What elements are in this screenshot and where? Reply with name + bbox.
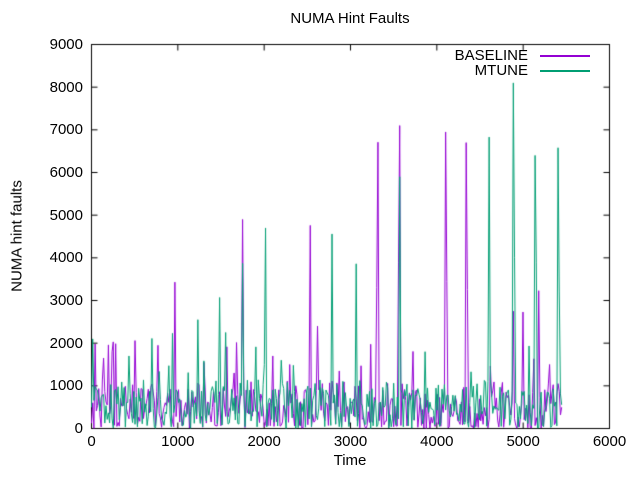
x-tick-label: 6000	[592, 433, 627, 450]
y-tick-label: 2000	[49, 334, 83, 352]
x-tick-label: 1000	[161, 433, 195, 450]
x-tick-label: 2000	[247, 433, 281, 450]
mtune-line-sample	[540, 69, 590, 72]
baseline-line-sample	[540, 54, 590, 57]
x-tick-label: 4000	[420, 433, 454, 450]
x-tick-label: 3000	[333, 433, 368, 450]
legend-entry-baseline: BASELINE	[0, 48, 590, 63]
x-tick-label: 5000	[506, 433, 540, 450]
y-tick-label: 9000	[49, 36, 83, 53]
y-tick-label: 8000	[49, 78, 83, 96]
x-axis-title: Time	[333, 452, 367, 469]
y-axis-title: NUMA hint faults	[8, 180, 26, 292]
y-tick-label: 3000	[49, 292, 83, 309]
y-tick-label: 0	[74, 420, 83, 437]
legend-label-baseline: BASELINE	[454, 47, 528, 64]
chart-title: NUMA Hint Faults	[290, 10, 410, 27]
legend-entry-mtune: MTUNE	[0, 63, 590, 78]
legend: BASELINE MTUNE	[0, 48, 590, 78]
x-tick-label: 0	[87, 433, 96, 450]
y-tick-label: 4000	[49, 249, 83, 267]
legend-label-mtune: MTUNE	[474, 62, 528, 79]
y-tick-label: 7000	[49, 121, 83, 139]
y-tick-label: 6000	[49, 164, 83, 181]
y-tick-label: 1000	[49, 377, 83, 395]
y-tick-label: 5000	[49, 206, 83, 224]
